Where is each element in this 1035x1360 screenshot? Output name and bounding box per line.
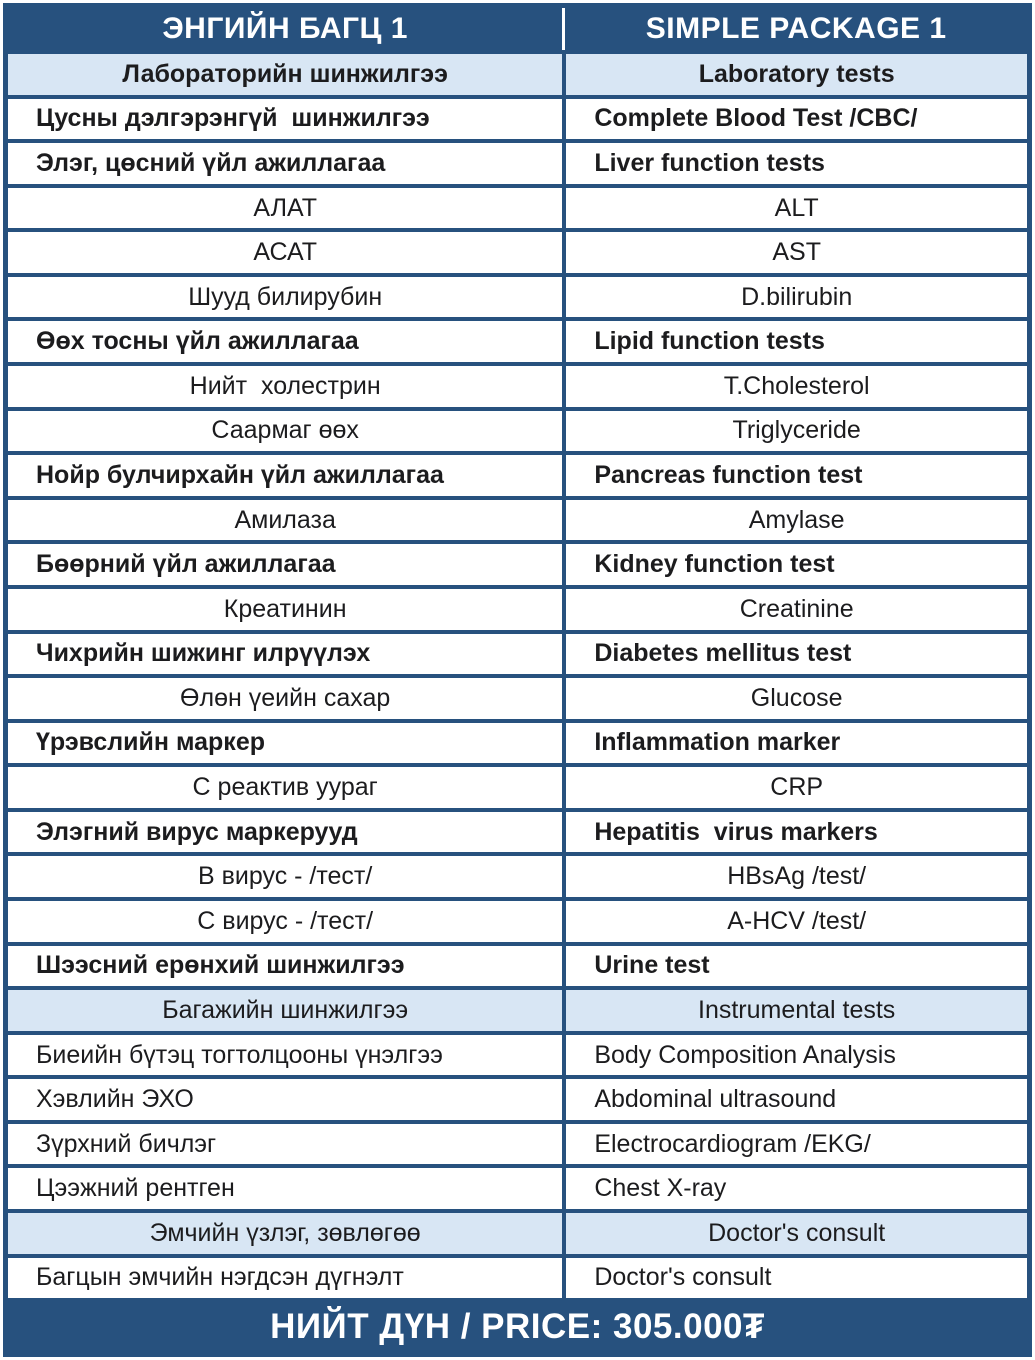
package-title-en: SIMPLE PACKAGE 1 — [562, 8, 1027, 50]
cell-en: D.bilirubin — [562, 276, 1027, 318]
cell-mn: АЛАТ — [253, 193, 317, 222]
table-row: Багцын эмчийн нэгдсэн дүгнэлт Doctor's c… — [8, 1253, 1027, 1299]
cell-mn: Үрэвслийн маркер — [36, 728, 265, 757]
cell-en: Lipid function tests — [562, 321, 1027, 363]
cell-mn: Өлөн үеийн сахар — [180, 683, 391, 712]
cell-en: ALT — [562, 187, 1027, 229]
table-row: С реактив уураг CRP — [8, 763, 1027, 808]
cell-mn: С вирус - /тест/ — [197, 906, 374, 935]
table-row: Элэг, цөсний үйл ажиллагаа Liver functio… — [8, 139, 1027, 184]
table-row: В вирус - /тест/ HBsAg /test/ — [8, 852, 1027, 897]
cell-en: Doctor's consult — [562, 1257, 1027, 1299]
total-price-label: НИЙТ ДҮН / PRICE: 305.000₮ — [270, 1307, 765, 1347]
cell-en: Creatinine — [562, 588, 1027, 630]
cell-mn: Цээжний рентген — [36, 1174, 235, 1203]
table-row: Чихрийн шижинг илрүүлэх Diabetes mellitu… — [8, 629, 1027, 675]
cell-en: Amylase — [562, 499, 1027, 541]
cell-mn: АСАТ — [253, 238, 317, 267]
table-row: Багажийн шинжилгээ Instrumental tests — [8, 986, 1027, 1031]
cell-mn: С реактив уураг — [192, 773, 378, 802]
cell-mn: Багажийн шинжилгээ — [162, 995, 409, 1024]
cell-en: Diabetes mellitus test — [562, 633, 1027, 675]
cell-mn: Зүрхний бичлэг — [36, 1129, 217, 1158]
cell-en: Chest X-ray — [562, 1168, 1027, 1210]
cell-mn: Эмчийн үзлэг, зөвлөгөө — [149, 1218, 421, 1247]
cell-en: CRP — [562, 767, 1027, 808]
table-row: Саармаг өөх Triglyceride — [8, 406, 1027, 452]
cell-en: Pancreas function test — [562, 455, 1027, 496]
table-row: Биеийн бүтэц тогтолцооны үнэлгээ Body Co… — [8, 1030, 1027, 1076]
cell-mn: Элэг, цөсний үйл ажиллагаа — [36, 148, 386, 177]
cell-en: Instrumental tests — [562, 990, 1027, 1031]
cell-mn: Нойр булчирхайн үйл ажиллагаа — [36, 460, 444, 489]
cell-mn: Багцын эмчийн нэгдсэн дүгнэлт — [36, 1263, 404, 1292]
health-package-table: ЭНГИЙН БАГЦ 1 SIMPLE PACKAGE 1 Лаборатор… — [3, 3, 1032, 1357]
table-row: АСАТ AST — [8, 228, 1027, 273]
cell-en: T.Cholesterol — [562, 366, 1027, 407]
table-row: Өлөн үеийн сахар Glucose — [8, 674, 1027, 719]
table-row: Нойр булчирхайн үйл ажиллагаа Pancreas f… — [8, 451, 1027, 496]
cell-mn: Бөөрний үйл ажиллагаа — [36, 550, 336, 579]
cell-mn: Шээсний ерөнхий шинжилгээ — [36, 951, 405, 980]
cell-en: Complete Blood Test /CBC/ — [562, 98, 1027, 140]
cell-mn: Нийт холестрин — [189, 371, 381, 400]
cell-mn: Шууд билирубин — [188, 282, 383, 311]
cell-en: Glucose — [562, 678, 1027, 719]
cell-en: AST — [562, 232, 1027, 273]
table-row: С вирус - /тест/ A-HCV /test/ — [8, 896, 1027, 942]
package-title-mn: ЭНГИЙН БАГЦ 1 — [162, 12, 408, 45]
package-header-row: ЭНГИЙН БАГЦ 1 SIMPLE PACKAGE 1 — [8, 8, 1027, 50]
table-row: Цээжний рентген Chest X-ray — [8, 1164, 1027, 1210]
table-row: Креатинин Creatinine — [8, 584, 1027, 630]
cell-mn: Биеийн бүтэц тогтолцооны үнэлгээ — [36, 1040, 443, 1069]
cell-en: A-HCV /test/ — [562, 900, 1027, 942]
table-row: Бөөрний үйл ажиллагаа Kidney function te… — [8, 540, 1027, 585]
table-row: Өөх тосны үйл ажиллагаа Lipid function t… — [8, 317, 1027, 363]
cell-mn: Креатинин — [223, 594, 347, 623]
cell-en: Laboratory tests — [562, 54, 1027, 95]
table-row: Амилаза Amylase — [8, 495, 1027, 541]
cell-en: Kidney function test — [562, 544, 1027, 585]
cell-mn: Элэгний вирус маркерууд — [36, 817, 358, 846]
cell-en: Doctor's consult — [562, 1213, 1027, 1254]
table-row: Хэвлийн ЭХО Abdominal ultrasound — [8, 1075, 1027, 1120]
cell-mn: Амилаза — [234, 505, 336, 534]
table-row: Шээсний ерөнхий шинжилгээ Urine test — [8, 941, 1027, 987]
table-row: Цусны дэлгэрэнгүй шинжилгээ Complete Blo… — [8, 94, 1027, 140]
cell-en: Inflammation marker — [562, 722, 1027, 764]
table-row: Шууд билирубин D.bilirubin — [8, 272, 1027, 318]
cell-en: Urine test — [562, 945, 1027, 987]
cell-mn: Лабораторийн шинжилгээ — [122, 59, 448, 88]
cell-en: Body Composition Analysis — [562, 1034, 1027, 1076]
cell-mn: Саармаг өөх — [211, 416, 359, 445]
cell-en: Hepatitis virus markers — [562, 811, 1027, 853]
table-row: Үрэвслийн маркер Inflammation marker — [8, 718, 1027, 764]
cell-mn: Цусны дэлгэрэнгүй шинжилгээ — [36, 104, 430, 133]
table-row: Элэгний вирус маркерууд Hepatitis virus … — [8, 807, 1027, 853]
cell-mn: Хэвлийн ЭХО — [36, 1085, 194, 1114]
price-footer-row: НИЙТ ДҮН / PRICE: 305.000₮ — [8, 1298, 1027, 1353]
table-row: АЛАТ ALT — [8, 183, 1027, 229]
cell-en: Triglyceride — [562, 410, 1027, 452]
cell-mn: В вирус - /тест/ — [197, 862, 373, 891]
table-row: Лабораторийн шинжилгээ Laboratory tests — [8, 50, 1027, 95]
table-row: Нийт холестрин T.Cholesterol — [8, 362, 1027, 407]
cell-mn: Өөх тосны үйл ажиллагаа — [36, 327, 359, 356]
table-row: Эмчийн үзлэг, зөвлөгөө Doctor's consult — [8, 1209, 1027, 1254]
cell-en: Liver function tests — [562, 143, 1027, 184]
cell-en: HBsAg /test/ — [562, 856, 1027, 897]
cell-mn: Чихрийн шижинг илрүүлэх — [36, 639, 371, 668]
cell-en: Abdominal ultrasound — [562, 1079, 1027, 1120]
cell-en: Electrocardiogram /EKG/ — [562, 1123, 1027, 1165]
table-row: Зүрхний бичлэг Electrocardiogram /EKG/ — [8, 1119, 1027, 1165]
